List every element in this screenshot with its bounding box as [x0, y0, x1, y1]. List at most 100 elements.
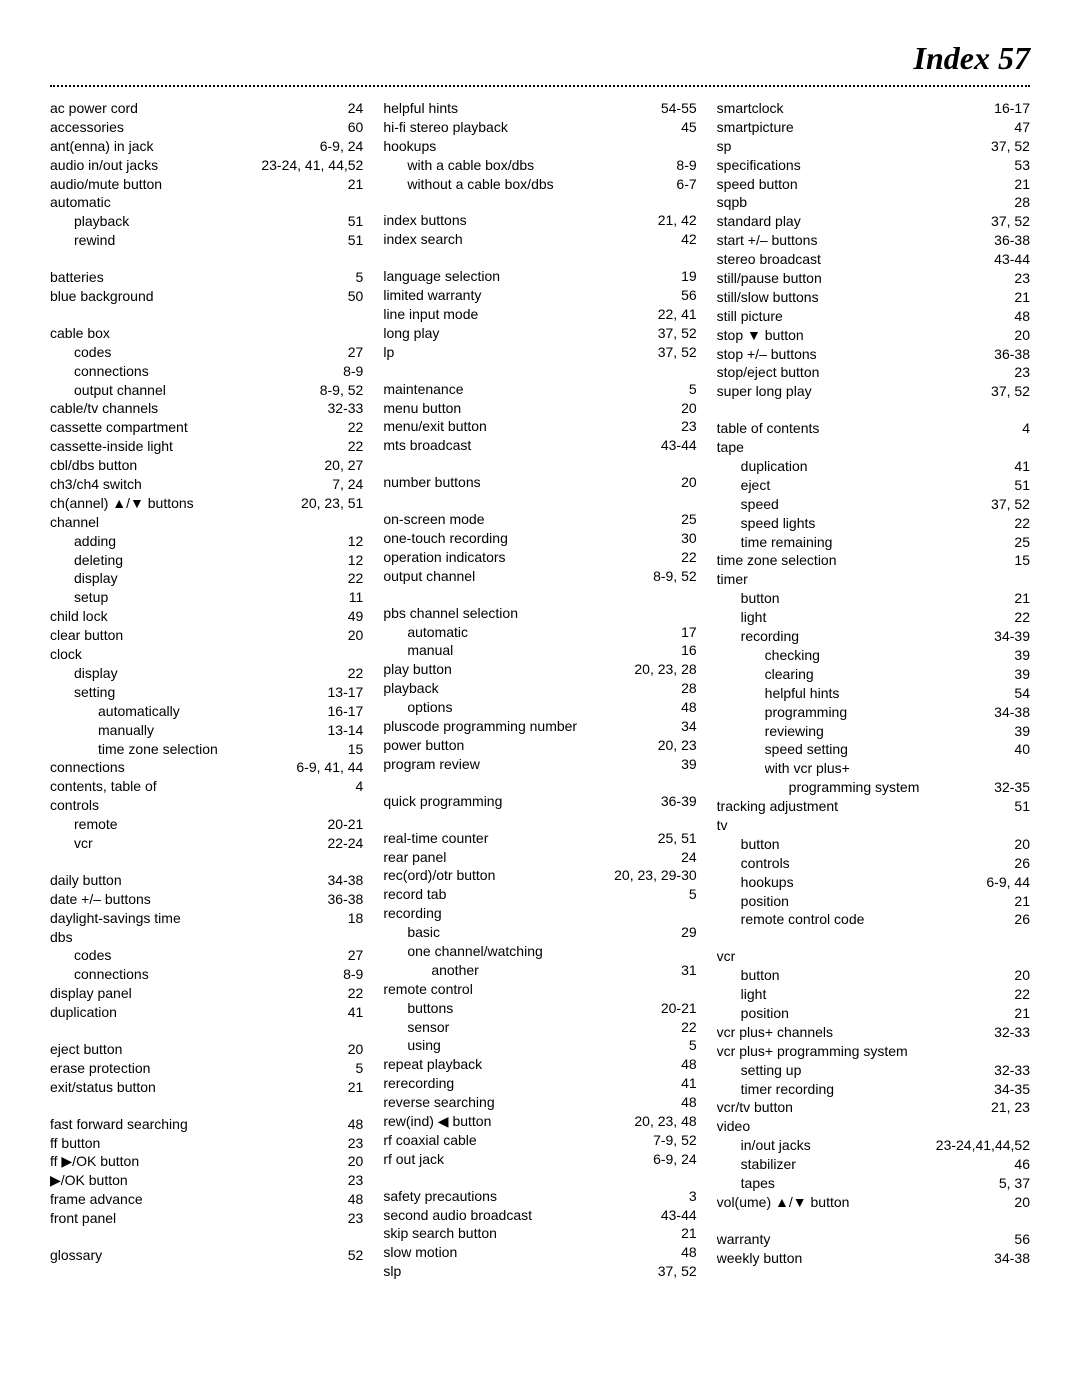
index-entry: hookups — [383, 137, 696, 156]
section-gap — [383, 362, 696, 380]
index-entry: ▶/OK button23 — [50, 1171, 363, 1190]
index-entry: duplication41 — [717, 457, 1030, 476]
index-page: 36-38 — [988, 231, 1030, 250]
index-entry: playback51 — [50, 212, 363, 231]
index-entry: one channel/watching — [383, 942, 696, 961]
index-term: automatically — [98, 702, 322, 721]
index-entry: setup11 — [50, 588, 363, 607]
index-entry: stop/eject button23 — [717, 363, 1030, 382]
index-term: automatic — [50, 193, 357, 212]
index-page — [357, 928, 363, 947]
index-entry: checking39 — [717, 646, 1030, 665]
index-entry: setting13-17 — [50, 683, 363, 702]
index-entry: helpful hints54 — [717, 684, 1030, 703]
index-entry: codes27 — [50, 343, 363, 362]
index-page: 48 — [675, 1055, 697, 1074]
index-term: menu button — [383, 399, 675, 418]
index-term: manual — [407, 641, 675, 660]
index-entry: clear button20 — [50, 626, 363, 645]
index-page: 37, 52 — [985, 495, 1030, 514]
index-page: 51 — [342, 231, 364, 250]
index-page — [1024, 947, 1030, 966]
index-term: daylight-savings time — [50, 909, 342, 928]
index-entry: frame advance48 — [50, 1190, 363, 1209]
index-term: eject button — [50, 1040, 342, 1059]
index-term: cassette-inside light — [50, 437, 342, 456]
index-entry: speed lights22 — [717, 514, 1030, 533]
index-page: 37, 52 — [652, 324, 697, 343]
index-page: 24 — [675, 848, 697, 867]
index-page: 21 — [1008, 892, 1030, 911]
index-term: still/slow buttons — [717, 288, 1009, 307]
index-entry: connections8-9 — [50, 362, 363, 381]
index-term: ff button — [50, 1134, 342, 1153]
index-page: 36-38 — [988, 345, 1030, 364]
index-term: in/out jacks — [741, 1136, 930, 1155]
index-page: 23-24, 41, 44,52 — [255, 156, 363, 175]
index-term: controls — [741, 854, 1009, 873]
index-page — [1024, 1117, 1030, 1136]
index-term: maintenance — [383, 380, 683, 399]
index-page: 45 — [675, 118, 697, 137]
index-page — [1024, 816, 1030, 835]
index-page: 20 — [1008, 835, 1030, 854]
index-page: 21, 42 — [652, 211, 697, 230]
index-term: channel — [50, 513, 357, 532]
index-entry: index search42 — [383, 230, 696, 249]
index-entry: tv — [717, 816, 1030, 835]
index-term: warranty — [717, 1230, 1009, 1249]
index-entry: ch(annel) ▲/▼ buttons20, 23, 51 — [50, 494, 363, 513]
index-column-3: smartclock16-17smartpicture47sp37, 52spe… — [717, 99, 1030, 1281]
index-entry: erase protection5 — [50, 1059, 363, 1078]
index-term: vcr — [74, 834, 322, 853]
index-page: 20 — [342, 1152, 364, 1171]
index-term: helpful hints — [383, 99, 655, 118]
index-page: 32-33 — [988, 1061, 1030, 1080]
index-page: 20-21 — [655, 999, 697, 1018]
index-entry: codes27 — [50, 946, 363, 965]
index-term: contents, table of — [50, 777, 350, 796]
index-page: 28 — [1008, 193, 1030, 212]
index-term: line input mode — [383, 305, 651, 324]
index-entry: using5 — [383, 1036, 696, 1055]
index-term: number buttons — [383, 473, 675, 492]
index-page: 12 — [342, 551, 364, 570]
index-page: 37, 52 — [985, 137, 1030, 156]
index-page: 20 — [1008, 326, 1030, 345]
index-page: 31 — [675, 961, 697, 980]
index-page — [1024, 1042, 1030, 1061]
index-entry: ant(enna) in jack6-9, 24 — [50, 137, 363, 156]
index-page — [1024, 570, 1030, 589]
index-page: 11 — [343, 588, 364, 607]
index-entry: exit/status button21 — [50, 1078, 363, 1097]
index-term: ff ▶/OK button — [50, 1152, 342, 1171]
index-term: timer recording — [741, 1080, 989, 1099]
index-page: 23 — [675, 417, 697, 436]
index-entry: operation indicators22 — [383, 548, 696, 567]
index-page: 52 — [342, 1246, 364, 1265]
index-entry: repeat playback48 — [383, 1055, 696, 1074]
index-entry: light22 — [717, 985, 1030, 1004]
index-page: 22 — [342, 437, 364, 456]
index-page: 12 — [342, 532, 364, 551]
index-term: daily button — [50, 871, 322, 890]
index-page: 22, 41 — [652, 305, 697, 324]
index-page: 22 — [1008, 608, 1030, 627]
index-entry: without a cable box/dbs6-7 — [383, 175, 696, 194]
index-entry: position21 — [717, 892, 1030, 911]
index-entry: display22 — [50, 664, 363, 683]
index-term: ac power cord — [50, 99, 342, 118]
index-page: 13-14 — [322, 721, 364, 740]
index-term: hi-fi stereo playback — [383, 118, 675, 137]
index-term: hookups — [741, 873, 981, 892]
index-page — [691, 942, 697, 961]
index-page: 22 — [342, 664, 364, 683]
index-page — [357, 193, 363, 212]
index-page: 20, 23, 51 — [295, 494, 363, 513]
index-page: 21 — [675, 1224, 697, 1243]
index-page: 8-9, 52 — [314, 381, 364, 400]
index-page: 24 — [342, 99, 364, 118]
index-term: eject — [741, 476, 1009, 495]
index-entry: manually13-14 — [50, 721, 363, 740]
index-term: reviewing — [765, 722, 1009, 741]
